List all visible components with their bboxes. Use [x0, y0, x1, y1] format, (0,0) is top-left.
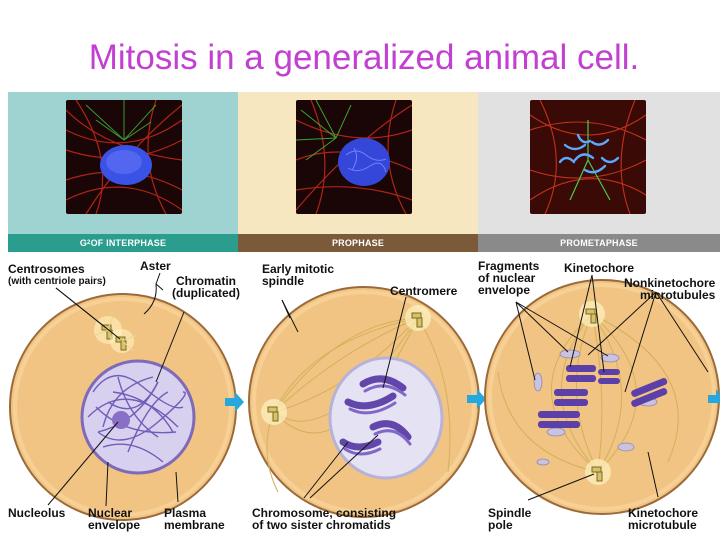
label-kinetochore: Kinetochore [564, 262, 634, 274]
label-line: Chromosome, consisting [252, 506, 397, 520]
label-line: spindle [262, 274, 305, 288]
label-centrosomes: Centrosomes [8, 263, 85, 275]
label-line: Centromere [390, 284, 458, 298]
cell-diagrams [9, 272, 720, 521]
label-line: membrane [164, 518, 225, 532]
leader-lines [47, 272, 709, 507]
label-line: Fragments [478, 259, 540, 273]
phase-main: PROPHASE [331, 238, 385, 248]
micrograph-panel-interphase [8, 92, 238, 234]
micrograph-prometaphase [530, 100, 646, 214]
micrograph-row [8, 92, 720, 234]
micrograph-panel-prophase [238, 92, 478, 234]
label-line: Aster [140, 259, 171, 273]
label-line: (duplicated) [172, 286, 240, 300]
micrograph-prophase [296, 100, 412, 214]
label-nuclear-envelope: Nuclear envelope [88, 507, 140, 531]
label-centrosomes-sub: (with centriole pairs) [8, 276, 106, 287]
label-line: Early mitotic [262, 262, 335, 276]
label-fragments: Fragments of nuclear envelope [478, 260, 539, 296]
label-line: Plasma [164, 506, 207, 520]
label-line: Kinetochore [628, 506, 699, 520]
page-title: Mitosis in a generalized animal cell. [88, 38, 640, 77]
label-line: of nuclear [478, 271, 536, 285]
cell-interphase [9, 293, 237, 521]
label-chromatin: Chromatin (duplicated) [172, 275, 240, 299]
centrosome-prophase-2 [261, 399, 287, 425]
centrosome-prometaphase-1 [579, 301, 605, 327]
phase-label-prometaphase: PROMETAPHASE [478, 234, 720, 252]
label-line: (with centriole pairs) [8, 276, 106, 287]
micrograph-panel-prometaphase [478, 92, 720, 234]
label-nucleolus: Nucleolus [8, 507, 65, 519]
phase-rest: OF INTERPHASE [90, 238, 167, 248]
arrow-right-icon [225, 392, 244, 412]
phase-main: G [79, 238, 88, 248]
label-kinetochore-microtubule: Kinetochore microtubule [628, 507, 698, 531]
chromosome-group [538, 365, 668, 428]
label-centromere: Centromere [390, 285, 457, 297]
phase-main: PROMETAPHASE [560, 238, 638, 248]
arrow-right-icon [708, 389, 720, 403]
centrosome-prometaphase-2 [585, 459, 611, 485]
label-line: Nucleolus [8, 506, 66, 520]
centrosome-prophase-1 [405, 305, 431, 331]
label-line: Nuclear [88, 506, 133, 520]
arrow-right-icon [467, 389, 486, 409]
label-line: of two sister chromatids [252, 518, 391, 532]
label-aster: Aster [140, 260, 171, 272]
label-line: pole [488, 518, 513, 532]
label-line: Kinetochore [564, 261, 635, 275]
phase-label-prophase: PROPHASE [238, 234, 478, 252]
label-early-spindle: Early mitotic spindle [262, 263, 334, 287]
label-line: microtubules [639, 288, 716, 302]
label-line: Chromatin [176, 274, 236, 288]
label-line: Spindle [488, 506, 532, 520]
label-line: microtubule [628, 518, 697, 532]
cell-prometaphase [484, 279, 720, 515]
label-line: envelope [478, 283, 531, 297]
label-chromosome: Chromosome, consisting of two sister chr… [252, 507, 396, 531]
label-line: Centrosomes [8, 262, 85, 276]
cell-prophase [248, 286, 480, 518]
label-spindle-pole: Spindle pole [488, 507, 531, 531]
label-line: envelope [88, 518, 141, 532]
micrograph-interphase [66, 100, 182, 214]
label-nonkinetochore: Nonkinetochore microtubules [624, 277, 715, 301]
label-plasma-membrane: Plasma membrane [164, 507, 225, 531]
phase-sub: 2 [87, 240, 91, 246]
label-line: Nonkinetochore [624, 276, 716, 290]
